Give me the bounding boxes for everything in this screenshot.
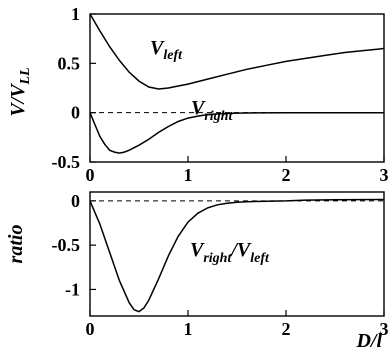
bottom-x-tick-label: 1 [184, 319, 193, 339]
bottom-x-tick-label: 2 [282, 319, 291, 339]
bottom-panel: 0 1 2 3 0 -0.5 -1 Vright/Vleft ratio D/l [5, 191, 389, 352]
v-right-curve [89, 111, 384, 154]
v-right-label: Vright [191, 97, 233, 124]
top-y-axis-label: V/VLL [7, 67, 33, 116]
bottom-x-tick-label: 0 [86, 319, 95, 339]
top-panel: 0 1 2 310.50-0.5 Vleft Vright V/VLL [7, 4, 389, 185]
bottom-y-tick-label: -1 [65, 279, 80, 299]
ratio-curve [89, 198, 385, 313]
v-left-curve [89, 13, 385, 90]
ratio-curve-label: Vright/Vleft [190, 239, 270, 266]
bottom-y-axis-label: ratio [5, 225, 27, 264]
top-y-tick-label: -0.5 [52, 152, 81, 172]
top-x-tick-label: 1 [184, 165, 193, 185]
bottom-x-tick-label: 3 [380, 319, 389, 339]
bottom-axis-ticks: 0 1 2 3 0 -0.5 -1 [52, 191, 389, 339]
top-x-tick-label: 3 [380, 165, 389, 185]
top-x-tick-label: 2 [282, 165, 291, 185]
x-axis-label: D/l [355, 330, 382, 352]
bottom-y-tick-label: 0 [71, 191, 80, 211]
v-left-label: Vleft [150, 37, 183, 63]
bottom-plot-frame [89, 191, 385, 317]
top-y-tick-label: 0 [71, 103, 80, 123]
bottom-y-tick-label: -0.5 [52, 235, 81, 255]
top-plot-frame [89, 13, 385, 163]
top-y-tick-label: 0.5 [58, 53, 81, 73]
top-axis-ticks: 0 1 2 310.50-0.5 [52, 4, 389, 185]
top-x-tick-label: 0 [86, 165, 95, 185]
top-y-tick-label: 1 [71, 4, 80, 24]
